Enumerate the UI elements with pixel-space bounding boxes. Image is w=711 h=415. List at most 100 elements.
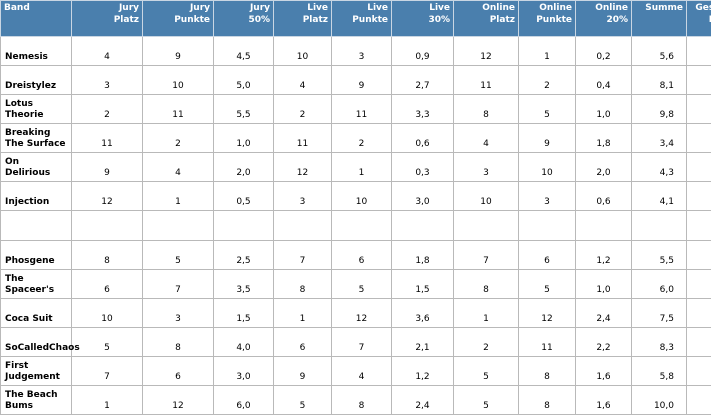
band-name-cell: Lotus Theorie <box>1 95 72 124</box>
score-cell <box>72 211 143 241</box>
column-header-label: Platz <box>457 14 515 26</box>
column-header-label: Summe <box>635 2 683 14</box>
score-cell: 1,8 <box>576 124 632 153</box>
score-cell: 3,5 <box>214 270 274 299</box>
score-cell: 1,0 <box>214 124 274 153</box>
band-name: Dreistylez <box>5 81 67 92</box>
score-cell: 3 <box>332 37 392 66</box>
score-cell: 6 <box>519 241 576 270</box>
column-header-label: Punkte <box>522 14 572 26</box>
score-cell <box>214 211 274 241</box>
score-cell: 3,3 <box>392 95 454 124</box>
sum-cell: 8,3 <box>632 328 687 357</box>
score-cell: 5 <box>143 241 214 270</box>
spacer-row <box>1 211 711 241</box>
overall-place-cell: 2 <box>687 95 711 124</box>
sum-cell: 5,5 <box>632 241 687 270</box>
score-cell: 5 <box>519 95 576 124</box>
column-header[interactable]: Band <box>1 1 72 37</box>
column-header[interactable]: GesamtPlatz <box>687 1 711 37</box>
band-name: The Surface <box>5 139 67 150</box>
overall-place-cell: 3 <box>687 328 711 357</box>
score-cell: 2,2 <box>576 328 632 357</box>
score-cell: 12 <box>454 37 519 66</box>
score-cell: 5 <box>274 386 332 415</box>
score-cell <box>454 211 519 241</box>
score-cell: 0,3 <box>392 153 454 182</box>
band-name-cell: Dreistylez <box>1 66 72 95</box>
score-cell: 1,6 <box>576 357 632 386</box>
score-cell <box>274 211 332 241</box>
score-cell: 8 <box>143 328 214 357</box>
column-header-label: Online <box>457 2 515 14</box>
sum-cell: 9,8 <box>632 95 687 124</box>
score-cell: 5,0 <box>214 66 274 95</box>
score-cell: 4 <box>274 66 332 95</box>
score-cell: 7 <box>143 270 214 299</box>
score-cell: 1 <box>274 299 332 328</box>
column-header-label: Punkte <box>146 14 210 26</box>
sum-cell: 5,8 <box>632 357 687 386</box>
score-cell: 2,4 <box>392 386 454 415</box>
band-name: Breaking <box>5 128 67 139</box>
score-cell: 2 <box>274 95 332 124</box>
band-name: Injection <box>5 197 67 208</box>
score-cell: 7 <box>274 241 332 270</box>
score-cell: 9 <box>72 153 143 182</box>
overall-place-cell: 4 <box>687 66 711 95</box>
band-name-cell: Phosgene <box>1 241 72 270</box>
overall-place-cell: 5 <box>687 299 711 328</box>
overall-place-cell: 12 <box>687 124 711 153</box>
score-cell: 1 <box>143 182 214 211</box>
band-name: First <box>5 361 67 372</box>
sum-cell <box>632 211 687 241</box>
column-header[interactable]: Summe <box>632 1 687 37</box>
score-cell: 5 <box>519 270 576 299</box>
score-cell: 2,5 <box>214 241 274 270</box>
overall-place-cell: 9 <box>687 241 711 270</box>
score-cell: 8 <box>332 386 392 415</box>
score-cell: 1,5 <box>214 299 274 328</box>
sum-cell: 7,5 <box>632 299 687 328</box>
score-cell: 4 <box>143 153 214 182</box>
band-name: On Delirious <box>5 157 67 179</box>
score-cell: 2,0 <box>214 153 274 182</box>
sum-cell: 5,6 <box>632 37 687 66</box>
score-cell: 7 <box>454 241 519 270</box>
score-cell: 0,9 <box>392 37 454 66</box>
score-cell: 4 <box>72 37 143 66</box>
sum-cell: 8,1 <box>632 66 687 95</box>
score-cell: 1,2 <box>576 241 632 270</box>
score-cell: 6,0 <box>214 386 274 415</box>
sum-cell: 4,3 <box>632 153 687 182</box>
overall-place-cell: 7 <box>687 357 711 386</box>
column-header-label: Live <box>335 2 388 14</box>
score-cell: 3,0 <box>214 357 274 386</box>
column-header-label: Jury <box>146 2 210 14</box>
score-cell: 0,5 <box>214 182 274 211</box>
score-cell: 0,6 <box>576 182 632 211</box>
score-cell: 2,4 <box>576 299 632 328</box>
score-cell: 0,2 <box>576 37 632 66</box>
column-header-label: Online <box>522 2 572 14</box>
score-cell: 10 <box>143 66 214 95</box>
